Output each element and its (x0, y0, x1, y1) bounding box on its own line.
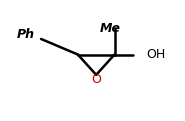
Text: O: O (91, 73, 101, 86)
Text: Me: Me (100, 22, 120, 35)
Text: OH: OH (147, 48, 166, 61)
Text: Ph: Ph (16, 28, 34, 41)
